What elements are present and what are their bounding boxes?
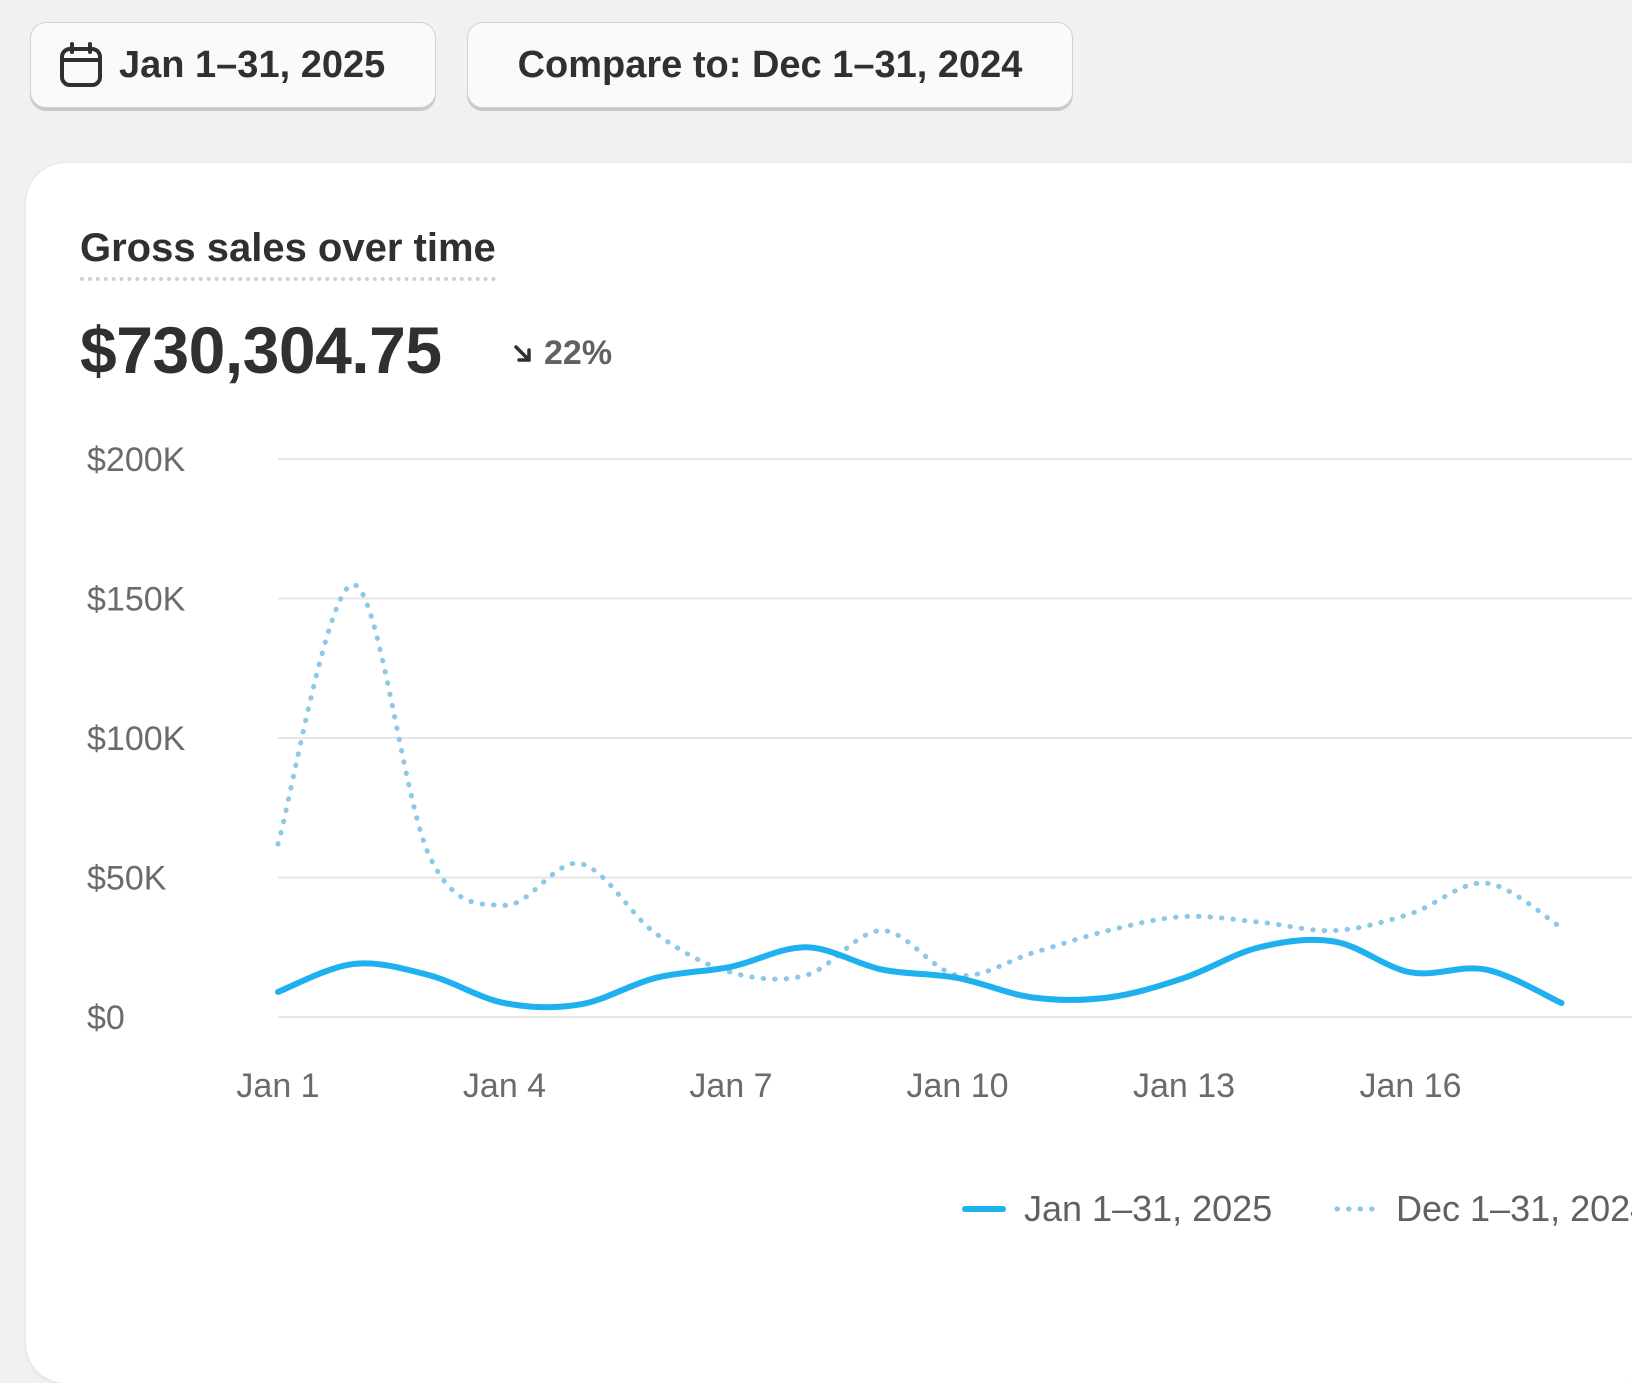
x-tick-label: Jan 7 bbox=[689, 1067, 772, 1105]
series-line-compare[interactable] bbox=[275, 582, 1564, 982]
legend-item-compare[interactable]: Dec 1–31, 2024 bbox=[1334, 1188, 1632, 1230]
y-tick-label: $50K bbox=[87, 860, 167, 898]
calendar-icon bbox=[60, 42, 102, 87]
x-tick-label: Jan 10 bbox=[906, 1067, 1008, 1105]
compare-range-label: Compare to: Dec 1–31, 2024 bbox=[517, 43, 1023, 86]
x-tick-label: Jan 4 bbox=[463, 1067, 546, 1105]
date-range-label: Jan 1–31, 2025 bbox=[119, 43, 386, 86]
date-range-button[interactable]: Jan 1–31, 2025 bbox=[30, 22, 436, 108]
x-tick-label: Jan 1 bbox=[236, 1067, 319, 1105]
gross-sales-line-chart: $0 $50K $100K $150K $200K Jan 1 Jan 4 Jan 7 Jan… bbox=[87, 441, 1632, 1105]
y-tick-label: $150K bbox=[87, 581, 186, 619]
dotted-line-swatch-icon bbox=[1334, 1206, 1378, 1212]
x-tick-label: Jan 16 bbox=[1359, 1067, 1461, 1105]
arrow-down-right-icon bbox=[514, 344, 531, 362]
y-tick-label: $0 bbox=[87, 999, 125, 1037]
legend-label-compare: Dec 1–31, 2024 bbox=[1396, 1188, 1632, 1229]
x-tick-label: Jan 13 bbox=[1133, 1067, 1235, 1105]
compare-range-button[interactable]: Compare to: Dec 1–31, 2024 bbox=[467, 22, 1073, 108]
gross-sales-card bbox=[26, 163, 1632, 1383]
change-badge: 22% bbox=[512, 334, 612, 373]
legend-label-current: Jan 1–31, 2025 bbox=[1024, 1188, 1273, 1229]
series-line-current[interactable] bbox=[275, 936, 1565, 1011]
change-percent: 22% bbox=[544, 334, 613, 372]
chart-title[interactable]: Gross sales over time bbox=[80, 226, 496, 281]
y-tick-label: $200K bbox=[87, 441, 186, 479]
total-value: $730,304.75 bbox=[80, 313, 442, 387]
solid-line-swatch-icon bbox=[962, 1206, 1006, 1212]
y-tick-label: $100K bbox=[87, 720, 186, 758]
legend-item-current[interactable]: Jan 1–31, 2025 bbox=[962, 1188, 1272, 1230]
